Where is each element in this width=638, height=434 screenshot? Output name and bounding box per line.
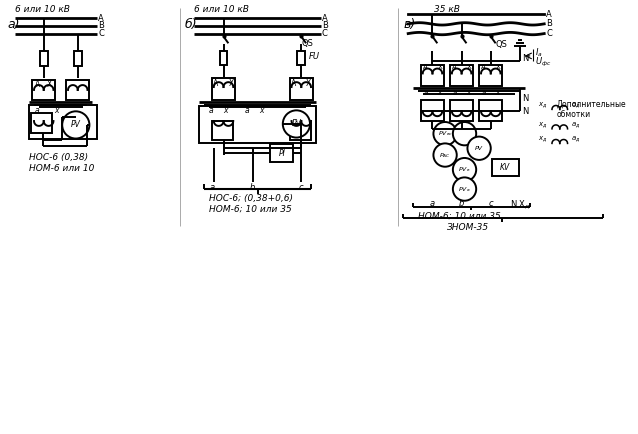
Bar: [199, 106, 316, 143]
Text: A: A: [213, 79, 219, 88]
Text: A: A: [423, 64, 427, 70]
Text: A: A: [35, 80, 41, 89]
Text: a: a: [209, 183, 214, 192]
Bar: [66, 80, 89, 100]
Text: ЗНОМ-35: ЗНОМ-35: [447, 223, 489, 232]
Text: $x_д$: $x_д$: [538, 120, 547, 130]
Text: a: a: [424, 90, 427, 96]
Text: A: A: [98, 13, 104, 23]
Text: x: x: [466, 90, 471, 96]
Text: б): б): [184, 18, 197, 31]
Text: НОС-6 (0,38)
НОМ-6 или 10: НОС-6 (0,38) НОМ-6 или 10: [29, 153, 94, 172]
Text: N: N: [522, 94, 528, 103]
Text: N X$_д$: N X$_д$: [510, 199, 530, 211]
Text: X: X: [228, 79, 234, 88]
Text: b: b: [250, 183, 255, 192]
Text: x: x: [437, 90, 441, 96]
Text: a: a: [452, 90, 457, 96]
Text: B: B: [98, 21, 104, 30]
Bar: [270, 145, 293, 162]
Text: x: x: [54, 106, 59, 115]
Text: C: C: [322, 29, 327, 38]
Circle shape: [453, 122, 476, 145]
Text: x: x: [223, 106, 228, 115]
Text: C: C: [98, 29, 104, 38]
Bar: [290, 121, 311, 141]
Text: в): в): [403, 18, 415, 31]
Text: НОМ-6; 10 или 35: НОМ-6; 10 или 35: [418, 211, 501, 220]
Circle shape: [468, 137, 491, 160]
Text: $PV_{в}$: $PV_{в}$: [458, 165, 471, 174]
Text: a: a: [209, 106, 214, 115]
Text: $I_а$: $I_а$: [535, 47, 543, 59]
Bar: [219, 51, 227, 65]
Text: a: a: [430, 199, 435, 208]
Text: x: x: [260, 106, 264, 115]
Text: $x_д$: $x_д$: [538, 101, 547, 111]
Text: C: C: [546, 29, 552, 38]
Text: A: A: [481, 64, 486, 70]
Text: НОС-6; (0,38+0,6)
НОМ-6; 10 или 35: НОС-6; (0,38+0,6) НОМ-6; 10 или 35: [209, 194, 293, 214]
Bar: [421, 65, 444, 86]
Text: X: X: [496, 64, 500, 70]
Text: N: N: [522, 54, 528, 63]
Circle shape: [62, 111, 89, 138]
Text: a: a: [482, 90, 486, 96]
Text: $PV_{а}$: $PV_{а}$: [458, 184, 471, 194]
Bar: [492, 159, 519, 177]
Text: b: b: [459, 199, 464, 208]
Text: c: c: [489, 199, 493, 208]
Text: X: X: [437, 64, 442, 70]
Text: KV: KV: [500, 163, 510, 172]
Text: $а_д$: $а_д$: [572, 135, 581, 145]
Circle shape: [453, 178, 476, 201]
Text: PV: PV: [475, 146, 483, 151]
Text: а): а): [8, 18, 20, 31]
Text: a: a: [245, 106, 249, 115]
Text: A: A: [291, 79, 297, 88]
Text: $PV_{вс}$: $PV_{вс}$: [438, 129, 452, 138]
Text: X: X: [306, 79, 311, 88]
Bar: [212, 121, 234, 141]
Text: $x_д$: $x_д$: [538, 135, 547, 145]
Bar: [297, 51, 305, 65]
Circle shape: [283, 110, 310, 138]
Text: FU: FU: [309, 53, 320, 61]
Bar: [479, 65, 503, 86]
Bar: [32, 80, 56, 100]
Bar: [40, 51, 48, 66]
Bar: [450, 100, 473, 121]
Text: 6 или 10 кВ: 6 или 10 кВ: [15, 5, 70, 14]
Text: A: A: [322, 13, 327, 23]
Bar: [450, 65, 473, 86]
Text: A: A: [546, 10, 552, 19]
Text: QS: QS: [301, 39, 313, 49]
Text: $U_{фс}$: $U_{фс}$: [535, 56, 552, 69]
Text: $P_{АС}$: $P_{АС}$: [439, 151, 451, 160]
Text: 6 или 10 кВ: 6 или 10 кВ: [195, 5, 249, 14]
Bar: [421, 100, 444, 121]
Text: A: A: [452, 64, 457, 70]
Bar: [31, 113, 52, 133]
Text: a: a: [34, 106, 40, 115]
Text: $а_д$: $а_д$: [572, 101, 581, 111]
Text: x: x: [496, 90, 500, 96]
Text: PV: PV: [71, 120, 81, 129]
Text: PI: PI: [278, 148, 285, 158]
Text: Дополнительные
обмотки: Дополнительные обмотки: [557, 100, 627, 119]
Bar: [74, 51, 82, 66]
Text: $а_д$: $а_д$: [572, 120, 581, 130]
Bar: [212, 78, 235, 100]
Bar: [290, 78, 313, 100]
Text: 35 кВ: 35 кВ: [434, 5, 460, 14]
Bar: [479, 100, 503, 121]
Text: N: N: [522, 107, 528, 116]
Circle shape: [453, 158, 476, 181]
Circle shape: [433, 122, 457, 145]
Text: B: B: [546, 20, 552, 28]
Text: B: B: [322, 21, 327, 30]
Text: X: X: [47, 80, 52, 89]
Text: PV: PV: [292, 119, 301, 128]
Text: QS: QS: [496, 40, 507, 49]
Circle shape: [433, 143, 457, 167]
